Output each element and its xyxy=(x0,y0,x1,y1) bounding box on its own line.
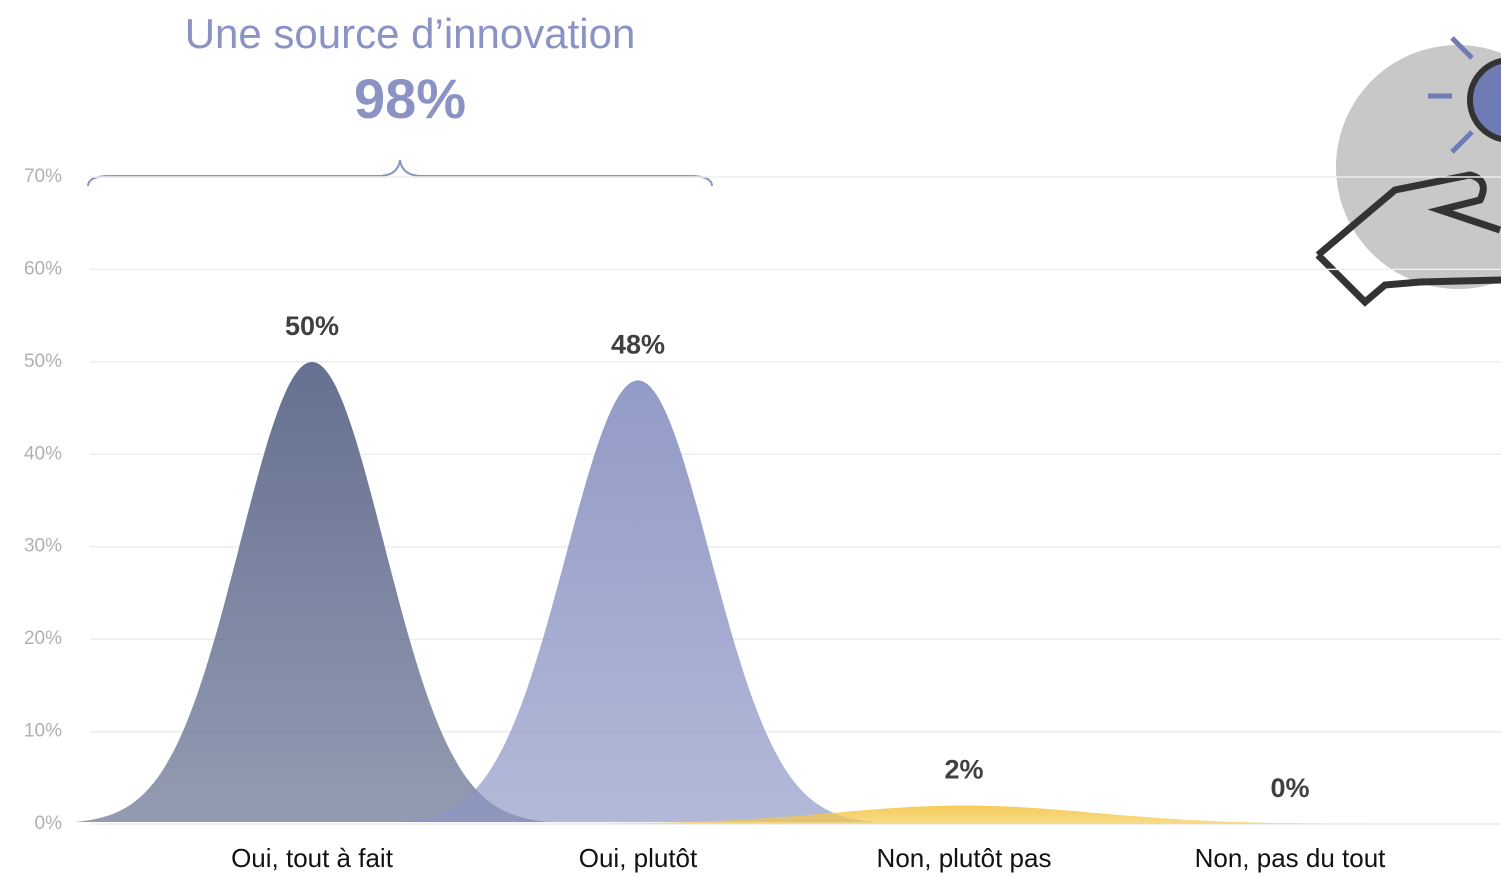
value-label: 2% xyxy=(944,755,983,785)
y-tick-label: 0% xyxy=(35,813,63,834)
x-tick-label: Non, plutôt pas xyxy=(877,843,1052,873)
x-tick-label: Oui, plutôt xyxy=(579,843,698,873)
annotation-label: 98% xyxy=(354,67,466,130)
value-label: 50% xyxy=(285,311,339,341)
bell-area xyxy=(400,380,875,822)
y-tick-label: 60% xyxy=(24,258,62,279)
brace xyxy=(88,160,712,186)
annotation-title: Une source d’innovation xyxy=(185,10,636,57)
x-tick-label: Oui, tout à fait xyxy=(231,843,394,873)
value-label: 0% xyxy=(1270,773,1309,803)
y-tick-label: 70% xyxy=(24,166,62,187)
chart: Une source d’innovation 98% 0% 10% 20% 30% 4… xyxy=(0,0,1501,876)
bell-area xyxy=(74,362,549,822)
y-tick-label: 30% xyxy=(24,536,62,557)
plot: 0% 10% 20% 30% 40% 50% 60% 70% Oui, tout à fait O… xyxy=(24,166,1501,873)
y-tick-label: 50% xyxy=(24,351,62,372)
y-tick-label: 20% xyxy=(24,628,62,649)
x-tick-label: Non, pas du tout xyxy=(1195,843,1387,873)
lightbulb-icon xyxy=(1318,38,1501,302)
y-tick-label: 40% xyxy=(24,443,62,464)
value-label: 48% xyxy=(611,329,665,359)
y-tick-label: 10% xyxy=(24,721,62,742)
